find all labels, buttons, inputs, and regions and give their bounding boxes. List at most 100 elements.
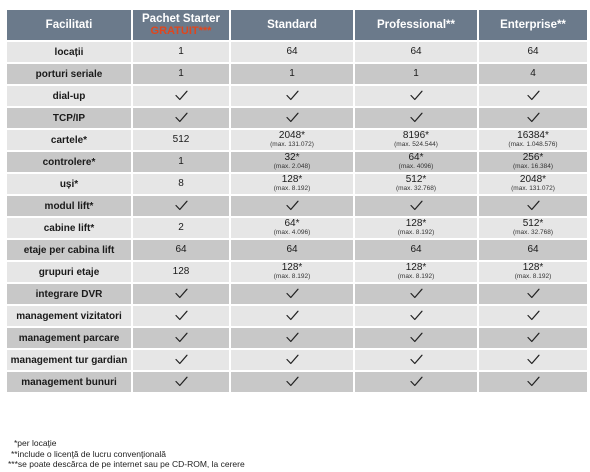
feature-label: cartele*: [7, 130, 131, 150]
feature-label: porturi seriale: [7, 64, 131, 84]
cell-professional: 512* (max. 32.768): [355, 174, 477, 194]
table-row: etaje per cabina lift 64 64 64 64: [7, 240, 587, 260]
checkmark-icon: [409, 377, 423, 388]
cell-value: 512: [172, 134, 190, 145]
cell-value: 1: [289, 68, 295, 79]
cell-max-note: (max. 8.192): [397, 229, 435, 236]
cell-value: 64: [286, 46, 298, 57]
header-starter-title: Pachet Starter: [142, 13, 220, 25]
feature-label: TCP/IP: [7, 108, 131, 128]
cell-standard: [231, 328, 353, 348]
cell-standard: [231, 196, 353, 216]
cell-value: 128*: [405, 218, 427, 229]
cell-value: 32*: [284, 152, 300, 163]
cell-value: 8196*: [402, 130, 430, 141]
cell-enterprise: 128* (max. 8.192): [479, 262, 587, 282]
cell-standard: [231, 306, 353, 326]
checkmark-icon: [409, 113, 423, 124]
feature-label: modul lift*: [7, 196, 131, 216]
cell-standard: 2048* (max. 131.072): [231, 130, 353, 150]
cell-starter: 128: [133, 262, 229, 282]
cell-value: 16384*: [517, 130, 549, 141]
checkmark-icon: [526, 355, 540, 366]
feature-label: integrare DVR: [7, 284, 131, 304]
feature-label: management bunuri: [7, 372, 131, 392]
cell-max-note: (max. 524.544): [394, 141, 438, 148]
cell-value: 128*: [281, 262, 303, 273]
cell-max-note: (max. 8.192): [273, 273, 311, 280]
table-row: dial-up: [7, 86, 587, 106]
cell-enterprise: 64: [479, 240, 587, 260]
feature-label: locații: [7, 42, 131, 62]
cell-enterprise: [479, 372, 587, 392]
cell-max-note: (max. 16.384): [512, 163, 554, 170]
cell-starter: [133, 86, 229, 106]
checkmark-icon: [285, 201, 299, 212]
checkmark-icon: [526, 289, 540, 300]
checkmark-icon: [285, 91, 299, 102]
cell-starter: 512: [133, 130, 229, 150]
cell-starter: [133, 108, 229, 128]
checkmark-icon: [174, 333, 188, 344]
table-row: cartele* 512 2048* (max. 131.072) 8196* (max.…: [7, 130, 587, 150]
cell-value: 64: [527, 46, 539, 57]
table-row: porturi seriale 1 1 1 4: [7, 64, 587, 84]
checkmark-icon: [526, 91, 540, 102]
cell-starter: [133, 372, 229, 392]
checkmark-icon: [526, 311, 540, 322]
checkmark-icon: [285, 333, 299, 344]
feature-label: management tur gardian: [7, 350, 131, 370]
cell-professional: [355, 284, 477, 304]
checkmark-icon: [409, 311, 423, 322]
table-row: management bunuri: [7, 372, 587, 392]
table-row: integrare DVR: [7, 284, 587, 304]
checkmark-icon: [174, 113, 188, 124]
cell-enterprise: [479, 328, 587, 348]
cell-max-note: (max. 8.192): [514, 273, 552, 280]
cell-value: 1: [178, 156, 184, 167]
cell-value: 4: [530, 68, 536, 79]
cell-value: 1: [413, 68, 419, 79]
cell-value: 512*: [405, 174, 427, 185]
checkmark-icon: [174, 201, 188, 212]
cell-enterprise: [479, 86, 587, 106]
cell-professional: [355, 306, 477, 326]
cell-professional: [355, 196, 477, 216]
cell-max-note: (max. 131.072): [511, 185, 555, 192]
header-pachet-starter: Pachet Starter GRATUIT***: [133, 10, 229, 40]
checkmark-icon: [526, 333, 540, 344]
table-row: cabine lift* 2 64* (max. 4.096) 128* (max. 8.…: [7, 218, 587, 238]
table-row: management parcare: [7, 328, 587, 348]
cell-value: 64: [286, 244, 298, 255]
cell-value: 2048*: [519, 174, 547, 185]
cell-standard: 32* (max. 2.048): [231, 152, 353, 172]
cell-starter: 2: [133, 218, 229, 238]
cell-value: 512*: [522, 218, 544, 229]
feature-label: dial-up: [7, 86, 131, 106]
cell-professional: 8196* (max. 524.544): [355, 130, 477, 150]
cell-max-note: (max. 32.768): [512, 229, 554, 236]
checkmark-icon: [285, 355, 299, 366]
cell-enterprise: [479, 306, 587, 326]
cell-professional: 1: [355, 64, 477, 84]
cell-standard: 64* (max. 4.096): [231, 218, 353, 238]
cell-standard: 128* (max. 8.192): [231, 174, 353, 194]
feature-label: grupuri etaje: [7, 262, 131, 282]
cell-professional: [355, 350, 477, 370]
cell-enterprise: 2048* (max. 131.072): [479, 174, 587, 194]
cell-starter: [133, 196, 229, 216]
feature-label: controlere*: [7, 152, 131, 172]
cell-value: 2048*: [278, 130, 306, 141]
cell-standard: [231, 372, 353, 392]
cell-value: 128*: [281, 174, 303, 185]
cell-max-note: (max. 2.048): [273, 163, 311, 170]
cell-starter: 64: [133, 240, 229, 260]
cell-enterprise: [479, 108, 587, 128]
checkmark-icon: [174, 377, 188, 388]
cell-starter: [133, 306, 229, 326]
cell-max-note: (max. 4.096): [273, 229, 311, 236]
feature-label: management vizitatori: [7, 306, 131, 326]
cell-standard: 64: [231, 42, 353, 62]
cell-value: 128*: [405, 262, 427, 273]
cell-professional: 128* (max. 8.192): [355, 262, 477, 282]
